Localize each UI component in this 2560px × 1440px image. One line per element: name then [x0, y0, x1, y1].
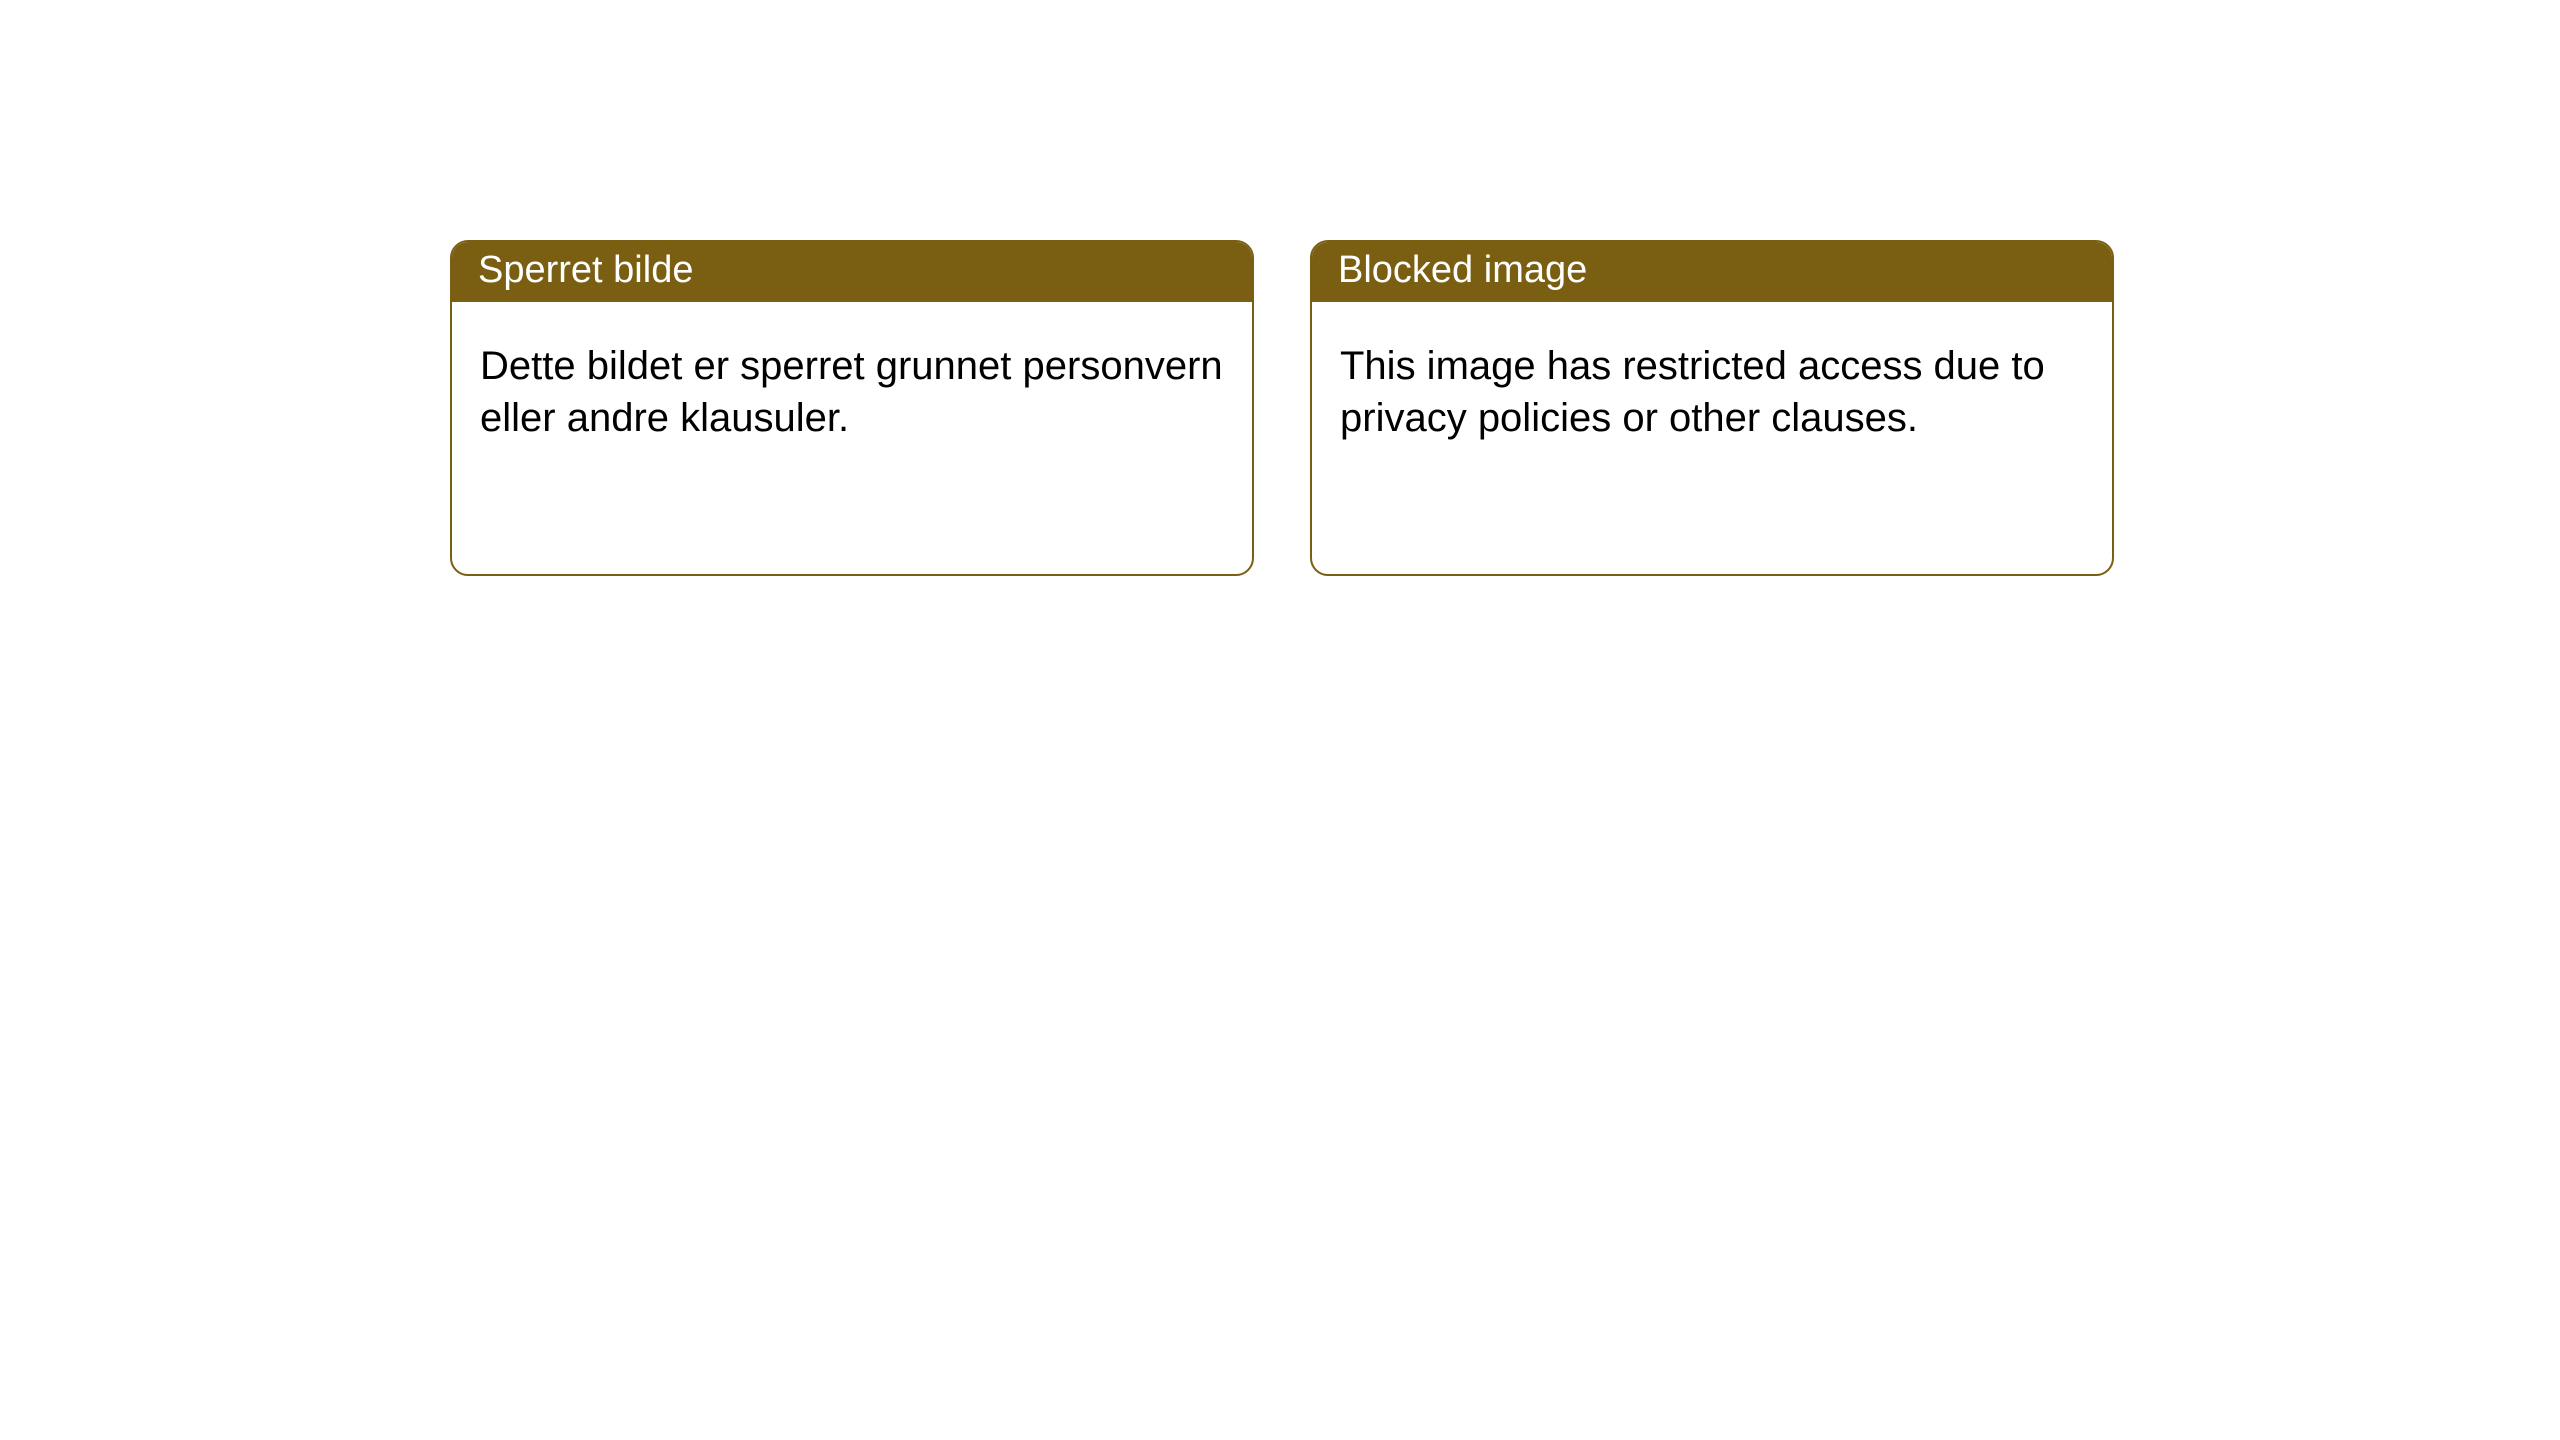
card-body-norwegian: Dette bildet er sperret grunnet personve… [452, 302, 1252, 574]
card-header-english: Blocked image [1312, 242, 2112, 302]
card-body-english: This image has restricted access due to … [1312, 302, 2112, 574]
notice-container: Sperret bilde Dette bildet er sperret gr… [0, 0, 2560, 576]
blocked-image-card-norwegian: Sperret bilde Dette bildet er sperret gr… [450, 240, 1254, 576]
card-header-norwegian: Sperret bilde [452, 242, 1252, 302]
blocked-image-card-english: Blocked image This image has restricted … [1310, 240, 2114, 576]
